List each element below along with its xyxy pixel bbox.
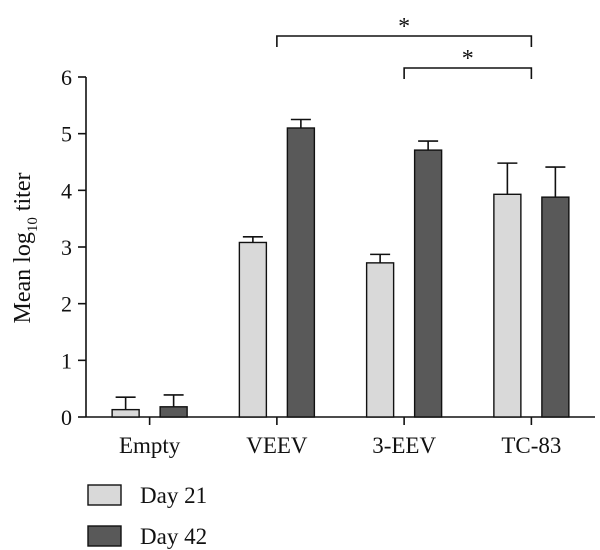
x-tick-label: TC-83	[501, 433, 561, 458]
x-tick-label: 3-EEV	[372, 433, 436, 458]
legend-swatch	[87, 484, 122, 506]
bar	[413, 149, 443, 418]
x-tick-label: VEEV	[246, 433, 308, 458]
legend-label: Day 42	[140, 524, 207, 549]
y-tick-label: 4	[61, 178, 72, 203]
bar	[493, 193, 522, 418]
significance-label: *	[398, 14, 410, 40]
significance-brackets: **	[276, 14, 533, 79]
y-axis-title-subscript: 10	[25, 217, 41, 232]
axes: 0 1 2 3 4 5 6 Empty VEEV 3-EEV TC-83	[61, 65, 595, 458]
legend: Day 21 Day 42	[87, 483, 207, 549]
bar	[541, 196, 570, 418]
bar	[238, 241, 268, 418]
significance-bracket	[403, 67, 533, 79]
y-tick-label: 2	[61, 292, 72, 317]
bar	[286, 127, 316, 418]
bar	[365, 262, 395, 418]
legend-label: Day 21	[140, 483, 207, 508]
y-tick-label: 1	[61, 348, 72, 373]
x-tick-label: Empty	[119, 433, 181, 458]
legend-swatch	[87, 525, 122, 547]
y-axis-title-main: Mean log	[10, 232, 36, 323]
bar	[111, 408, 140, 418]
y-tick-label: 5	[61, 122, 72, 147]
bars	[111, 118, 570, 418]
y-tick-label: 3	[61, 235, 72, 260]
significance-bracket	[276, 35, 533, 47]
y-axis-title-suffix: titer	[10, 173, 36, 218]
y-tick-label: 6	[61, 65, 72, 90]
y-tick-label: 0	[61, 405, 72, 430]
significance-label: *	[462, 46, 474, 72]
y-axis-title: Mean log10 titer	[10, 173, 41, 324]
bar	[159, 406, 188, 418]
